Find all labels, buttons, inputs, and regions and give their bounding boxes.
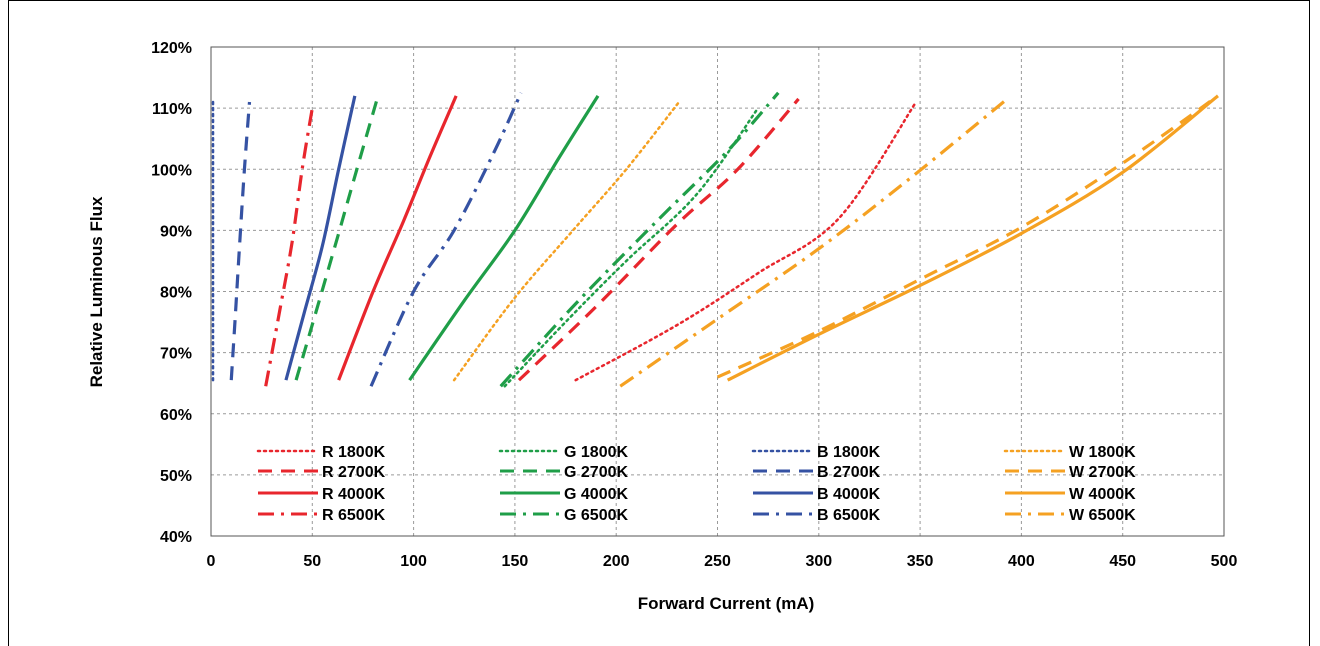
y-tick-label: 90% [160, 223, 192, 240]
legend-label: G 4000K [564, 486, 628, 503]
y-tick-label: 100% [151, 162, 192, 179]
y-tick-label: 60% [160, 407, 192, 424]
legend-label: W 2700K [1069, 464, 1136, 481]
series-line-g-2700k [294, 98, 379, 381]
legend-label: G 2700K [564, 464, 628, 481]
x-tick-label: 200 [603, 553, 630, 570]
legend-label: W 4000K [1069, 486, 1136, 503]
legend-label: B 1800K [817, 444, 881, 461]
legend-label: G 1800K [564, 444, 628, 461]
x-tick-label: 50 [303, 553, 321, 570]
x-tick-label: 500 [1211, 553, 1238, 570]
series-line-r-2700k [517, 97, 800, 382]
series-line-w-4000k [726, 94, 1219, 382]
y-tick-label: 110% [152, 101, 192, 118]
grid-layer [211, 46, 1225, 536]
x-tick-label: 350 [907, 553, 934, 570]
y-tick-label: 50% [160, 468, 192, 485]
x-tick-label: 400 [1008, 553, 1035, 570]
x-tick-label: 250 [704, 553, 731, 570]
legend-label: G 6500K [564, 507, 628, 524]
legend-label: R 1800K [322, 444, 386, 461]
y-tick-label: 120% [151, 40, 192, 57]
legend-label: B 2700K [817, 464, 881, 481]
x-tick-label: 100 [400, 553, 427, 570]
series-line-w-2700k [716, 94, 1219, 379]
series-line-r-4000k [337, 95, 458, 381]
plot-border [210, 46, 1225, 537]
legend-label: W 1800K [1069, 444, 1136, 461]
y-tick-label: 40% [160, 529, 192, 546]
series-line-b-4000k [284, 95, 357, 381]
legend-label: R 6500K [322, 507, 386, 524]
legend-label: B 4000K [817, 486, 881, 503]
legend-label: R 2700K [322, 464, 386, 481]
y-tick-label: 70% [160, 346, 192, 363]
series-line-w-1800k [452, 100, 681, 382]
series-line-r-1800k [574, 100, 918, 382]
y-axis-title: Relative Luminous Flux [87, 196, 106, 387]
series-line-b-6500k [369, 92, 523, 387]
series-line-b-2700k [229, 101, 252, 381]
legend-label: W 6500K [1069, 507, 1136, 524]
x-tick-label: 0 [207, 553, 216, 570]
axis-layer: 0 50 100 150 200 250 300 350 400 450 500 40% 50% 60% 7… [151, 40, 1237, 570]
legend: R 1800K G 1800K B 1800K W 1800K R 2700K G 270… [256, 444, 1136, 524]
legend-label: R 4000K [322, 486, 386, 503]
series-line-g-1800k [503, 106, 760, 388]
x-tick-label: 300 [805, 553, 832, 570]
x-tick-label: 150 [502, 553, 529, 570]
series-line-w-6500k [619, 97, 1009, 388]
legend-label: B 6500K [817, 507, 881, 524]
series-line-g-4000k [408, 95, 600, 382]
series-line-g-6500k [499, 91, 780, 388]
x-axis-title: Forward Current (mA) [638, 594, 815, 613]
x-tick-label: 450 [1109, 553, 1136, 570]
y-tick-label: 80% [160, 285, 192, 302]
series-line-r-6500k [264, 107, 314, 387]
chart-frame [8, 0, 1310, 646]
series-layer [211, 91, 1219, 388]
